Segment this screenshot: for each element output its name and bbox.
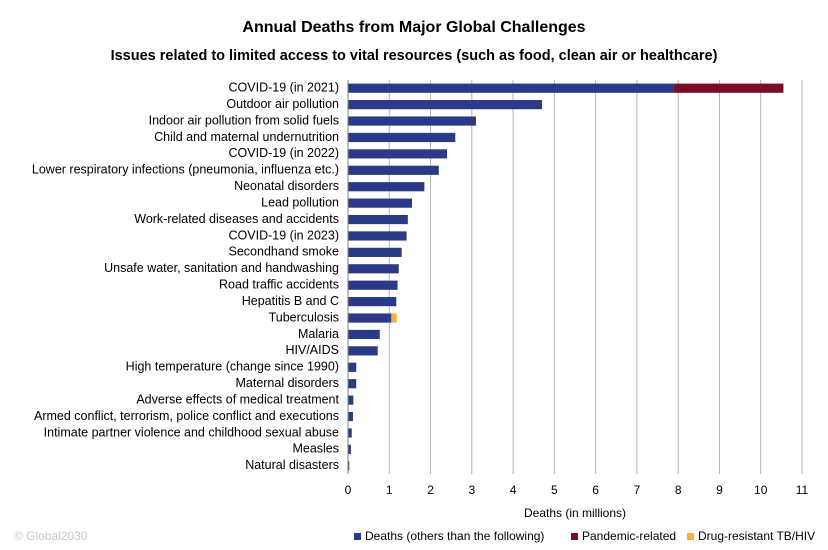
category-label: Intimate partner violence and childhood …: [44, 425, 339, 439]
bar-segment-series-0: [348, 264, 399, 274]
bar-segment-series-0: [348, 346, 378, 356]
category-label: Child and maternal undernutrition: [154, 130, 339, 144]
bar-segment-series-0: [348, 379, 357, 389]
legend-swatch: [687, 533, 694, 540]
x-tick-label: 7: [634, 483, 641, 497]
chart-title: Annual Deaths from Major Global Challeng…: [242, 19, 585, 36]
x-tick-label: 5: [551, 483, 558, 497]
legend-entry: Drug-resistant TB/HIV: [698, 529, 815, 543]
footer-copyright: © Global2030: [14, 529, 88, 543]
category-label: Maternal disorders: [235, 376, 339, 390]
x-tick-label: 6: [592, 483, 599, 497]
x-tick-label: 3: [468, 483, 475, 497]
bar-segment-series-0: [348, 132, 456, 143]
bar-segment-series-0: [348, 461, 350, 471]
category-label: Adverse effects of medical treatment: [136, 392, 339, 406]
bar-segment-series-0: [348, 395, 354, 405]
category-label: Indoor air pollution from solid fuels: [149, 113, 339, 127]
bar-segment-series-0: [348, 428, 352, 438]
bar-segment-series-0: [348, 280, 398, 290]
bar-segment-series-0: [348, 116, 476, 126]
legend-swatch: [571, 533, 578, 540]
category-label: Neonatal disorders: [234, 179, 339, 193]
bar-segment-series-0: [348, 83, 675, 93]
x-tick-label: 8: [675, 483, 682, 497]
category-label: Malaria: [298, 327, 339, 341]
category-label: Natural disasters: [245, 458, 339, 472]
chart-subtitle: Issues related to limited access to vita…: [111, 48, 718, 64]
legend: Deaths (others than the following) Pandem…: [354, 529, 815, 543]
legend-swatch: [354, 533, 361, 540]
category-label: Hepatitis B and C: [242, 294, 339, 308]
x-tick-label: 11: [796, 483, 809, 497]
bar-segment-series-0: [348, 149, 448, 159]
x-tick-labels: 0 1 2 3 4 5 6 7 8 9 10 11: [345, 483, 809, 497]
bar-segment-series-1: [674, 83, 784, 93]
bar-segment-series-0: [348, 411, 353, 422]
category-label: Secondhand smoke: [229, 245, 340, 259]
category-label: Unsafe water, sanitation and handwashing: [104, 261, 339, 275]
category-label: COVID-19 (in 2021): [229, 81, 339, 95]
legend-entry: Deaths (others than the following): [365, 529, 544, 543]
bar-segment-series-2: [391, 313, 397, 323]
bar-segment-series-0: [348, 247, 402, 257]
x-tick-label: 9: [716, 483, 723, 497]
bar-segment-series-0: [348, 329, 380, 340]
bar-segment-series-0: [348, 231, 407, 241]
category-label: Tuberculosis: [269, 310, 339, 324]
bar-segment-series-0: [348, 182, 425, 192]
x-tick-label: 10: [754, 483, 768, 497]
category-label: Lower respiratory infections (pneumonia,…: [32, 163, 339, 177]
category-label: COVID-19 (in 2022): [229, 146, 339, 160]
x-tick-label: 2: [427, 483, 434, 497]
category-labels: COVID-19 (in 2021) Outdoor air pollution I…: [32, 81, 340, 473]
category-label: Measles: [292, 442, 339, 456]
category-label: Outdoor air pollution: [226, 97, 339, 111]
category-label: COVID-19 (in 2023): [229, 228, 339, 242]
category-label: Road traffic accidents: [219, 278, 339, 292]
bar-segment-series-0: [348, 313, 392, 323]
x-tick-label: 0: [345, 483, 352, 497]
x-tick-label: 1: [386, 483, 393, 497]
bar-segment-series-0: [348, 444, 351, 454]
bar-segment-series-0: [348, 100, 542, 110]
bar-segment-series-0: [348, 165, 439, 175]
bar-segment-series-0: [348, 297, 397, 307]
category-label: High temperature (change since 1990): [126, 360, 339, 374]
grid-lines: [388, 80, 803, 474]
bar-segment-series-0: [348, 362, 357, 372]
bar-segment-series-0: [348, 198, 412, 208]
bar-segment-series-0: [348, 214, 408, 225]
bars: [348, 83, 784, 471]
category-label: HIV/AIDS: [286, 343, 340, 357]
category-label: Lead pollution: [261, 195, 339, 209]
x-tick-label: 4: [510, 483, 517, 497]
x-axis-label: Deaths (in millions): [524, 506, 626, 520]
legend-entry: Pandemic-related: [582, 529, 676, 543]
category-label: Armed conflict, terrorism, police confli…: [34, 409, 339, 423]
category-label: Work-related diseases and accidents: [134, 212, 339, 226]
